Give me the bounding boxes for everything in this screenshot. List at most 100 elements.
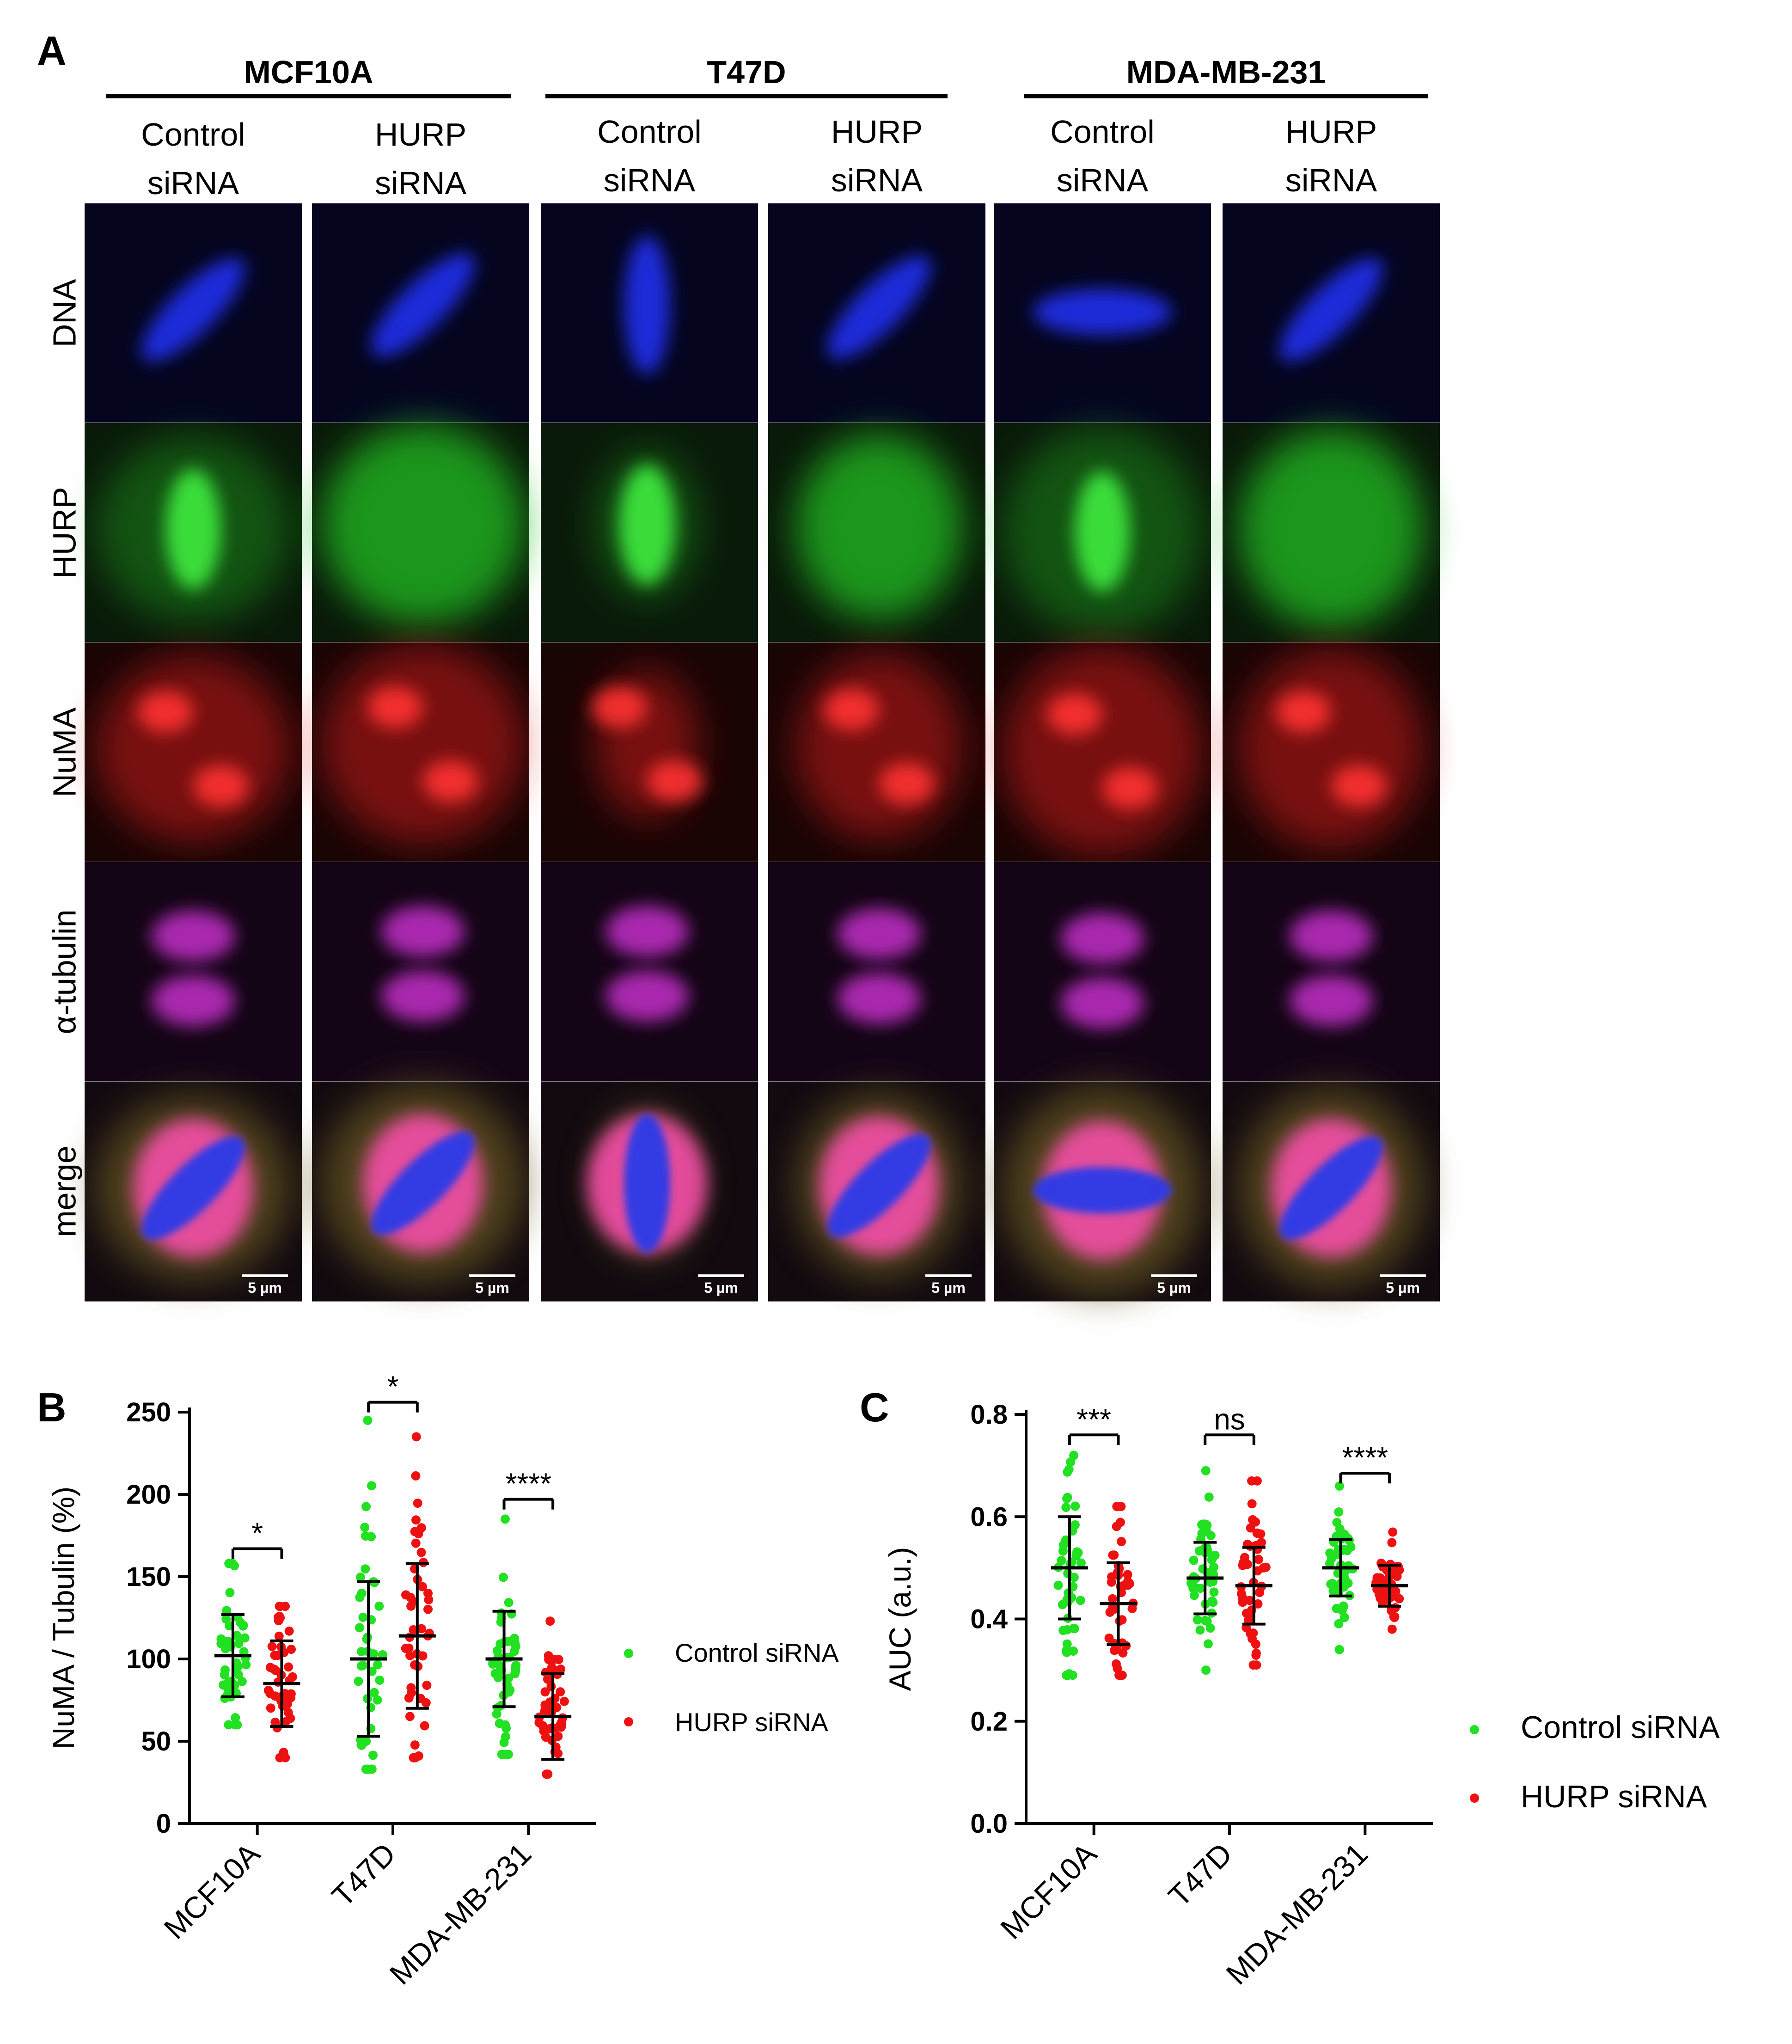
data-point-hurp: [1252, 1476, 1262, 1486]
micrograph-tile: [1223, 423, 1440, 643]
significance-label: *: [387, 1370, 399, 1403]
data-point-hurp: [559, 1696, 569, 1706]
data-point-control: [504, 1673, 514, 1683]
data-point-hurp: [1104, 1633, 1114, 1643]
data-point-control: [1195, 1625, 1205, 1635]
numa-cell: [1003, 647, 1202, 855]
scale-bar-label: 5 µm: [704, 1279, 738, 1296]
micrograph-tile: [85, 423, 302, 643]
micrograph-tile: 5 µm: [1223, 1082, 1440, 1302]
data-point-hurp: [404, 1693, 414, 1703]
merge-dna: [1279, 1136, 1383, 1240]
tubulin-half-spindle: [381, 971, 465, 1022]
data-point-control: [492, 1709, 502, 1719]
group-title-2: MDA-MB-231: [1126, 54, 1326, 90]
numa-pole: [1047, 693, 1102, 735]
data-point-hurp: [1113, 1502, 1122, 1512]
data-point-hurp: [534, 1718, 544, 1727]
data-point-control: [1189, 1591, 1199, 1600]
row-label-4: merge: [46, 1145, 82, 1237]
data-point-hurp: [543, 1674, 552, 1684]
data-point-hurp: [1374, 1590, 1384, 1599]
data-point-control: [232, 1631, 242, 1640]
data-point-control: [1063, 1671, 1073, 1680]
data-point-control: [1063, 1493, 1072, 1502]
micrograph-tile: 5 µm: [312, 1082, 529, 1302]
hurp-spindle: [165, 469, 221, 589]
data-point-control: [1334, 1581, 1344, 1590]
data-point-control: [1339, 1613, 1349, 1622]
data-point-hurp: [406, 1592, 416, 1602]
data-point-hurp: [556, 1687, 565, 1697]
y-tick-label: 0.4: [970, 1604, 1008, 1634]
data-point-hurp: [270, 1717, 280, 1727]
data-point-hurp: [1238, 1597, 1248, 1607]
data-point-control: [1071, 1551, 1081, 1561]
row-label-1: HURP: [46, 487, 82, 578]
data-point-control: [216, 1634, 226, 1644]
x-tick-label: MDA-MB-231: [1219, 1836, 1374, 1991]
data-point-hurp: [420, 1721, 429, 1731]
data-point-control: [360, 1523, 370, 1532]
data-point-hurp: [1242, 1609, 1251, 1618]
data-point-hurp: [1388, 1527, 1398, 1537]
data-point-control: [354, 1677, 363, 1686]
numa-pole: [592, 686, 647, 728]
data-point-control: [222, 1606, 232, 1616]
data-point-hurp: [1247, 1634, 1257, 1644]
data-point-hurp: [1112, 1522, 1121, 1531]
data-point-control: [363, 1415, 373, 1425]
data-point-hurp: [405, 1651, 415, 1660]
data-point-control: [373, 1660, 382, 1670]
data-point-hurp: [410, 1527, 420, 1536]
data-point-control: [230, 1561, 239, 1571]
data-point-control: [1335, 1481, 1345, 1491]
data-point-hurp: [404, 1643, 414, 1653]
data-point-hurp: [423, 1604, 433, 1614]
tile-background: [768, 862, 985, 1082]
numa-cell: [796, 654, 962, 839]
data-point-control: [1058, 1546, 1068, 1556]
data-point-control: [355, 1623, 364, 1633]
data-point-hurp: [274, 1612, 283, 1622]
data-point-control: [1346, 1542, 1356, 1552]
numa-pole: [1331, 765, 1387, 807]
numa-pole: [647, 760, 703, 802]
data-point-hurp: [1107, 1594, 1117, 1603]
micrograph-tile: [541, 423, 758, 643]
numa-pole: [138, 691, 193, 733]
data-point-control: [1061, 1535, 1070, 1545]
hurp-signal: [1239, 430, 1424, 629]
y-tick-label: 0.0: [970, 1809, 1008, 1839]
hurp-spindle: [1075, 471, 1130, 592]
data-point-control: [378, 1650, 387, 1660]
data-point-hurp: [1255, 1588, 1265, 1597]
data-point-hurp: [406, 1601, 416, 1611]
x-tick-label: T47D: [325, 1836, 402, 1913]
data-point-hurp: [1253, 1599, 1263, 1609]
condition-label-line1: Control: [597, 114, 702, 150]
tubulin-half-spindle: [152, 975, 235, 1026]
condition-label-line2: siRNA: [604, 162, 696, 198]
data-point-control: [367, 1481, 376, 1491]
row-label-2: NuMA: [46, 707, 82, 797]
data-point-control: [369, 1649, 379, 1658]
data-point-hurp: [1254, 1554, 1263, 1564]
tubulin-half-spindle: [1290, 911, 1373, 961]
y-tick-label: 200: [126, 1480, 171, 1510]
merge-dna: [827, 1134, 931, 1237]
data-point-control: [1076, 1558, 1086, 1568]
y-tick-label: 100: [126, 1644, 171, 1674]
data-point-hurp: [287, 1645, 296, 1654]
data-point-control: [1070, 1501, 1080, 1511]
data-point-control: [1062, 1646, 1071, 1655]
micrograph-tile: [541, 862, 758, 1082]
micrograph-tile: [1223, 862, 1440, 1082]
data-point-hurp: [1387, 1538, 1397, 1548]
dna-chromosomes: [1033, 289, 1172, 335]
legend-marker-control: [1470, 1725, 1479, 1734]
data-point-hurp: [1251, 1650, 1261, 1660]
data-point-hurp: [1108, 1550, 1118, 1560]
data-point-control: [238, 1621, 248, 1631]
data-point-control: [1070, 1520, 1080, 1530]
